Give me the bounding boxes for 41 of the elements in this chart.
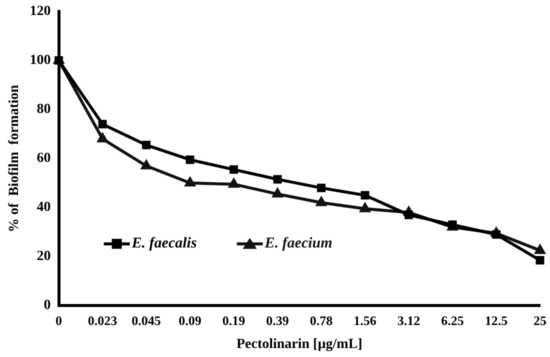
point <box>317 184 326 192</box>
point <box>142 140 151 150</box>
point <box>230 165 238 174</box>
point <box>404 210 414 220</box>
y-tick-label: 80 <box>36 102 51 118</box>
point <box>360 191 370 200</box>
point <box>492 230 500 239</box>
y-tick-label: 100 <box>30 53 51 68</box>
point <box>184 176 196 187</box>
legend-label: E. faecium <box>264 236 332 252</box>
y-axis-title: % of Biofilm formation <box>7 84 22 232</box>
point <box>315 196 328 206</box>
x-tick-label: 6.25 <box>441 312 464 328</box>
point <box>186 155 194 164</box>
y-tick-label: 120 <box>30 4 51 20</box>
point <box>271 187 284 198</box>
y-tick-label: 0 <box>44 298 51 314</box>
x-tick-label: 3.12 <box>397 312 420 328</box>
x-tick-label: 0.09 <box>178 312 202 328</box>
y-tick-label: 20 <box>36 249 51 264</box>
point <box>536 256 544 264</box>
point <box>98 120 107 128</box>
x-tick-label: 0 <box>56 312 62 328</box>
point <box>273 175 282 184</box>
point <box>358 202 372 212</box>
x-tick-label: 0.045 <box>132 312 162 328</box>
legend-label: E. faecalis <box>130 236 197 252</box>
x-tick-label: 1.56 <box>354 312 377 328</box>
y-tick-label: 60 <box>36 151 51 166</box>
point <box>140 158 152 170</box>
x-tick-label: 12.5 <box>484 312 508 328</box>
point <box>534 243 546 254</box>
x-tick-label: 0.39 <box>266 312 290 328</box>
x-tick-label: 0.78 <box>310 312 334 328</box>
x-tick-label: 25 <box>534 312 547 328</box>
x-tick-label: 0.19 <box>222 312 246 328</box>
x-axis-title: Pectolinarin [µg/mL] <box>236 337 362 352</box>
x-tick-label: 0.023 <box>88 312 118 328</box>
point <box>228 177 240 188</box>
y-tick-label: 40 <box>36 200 51 216</box>
point <box>96 132 109 142</box>
